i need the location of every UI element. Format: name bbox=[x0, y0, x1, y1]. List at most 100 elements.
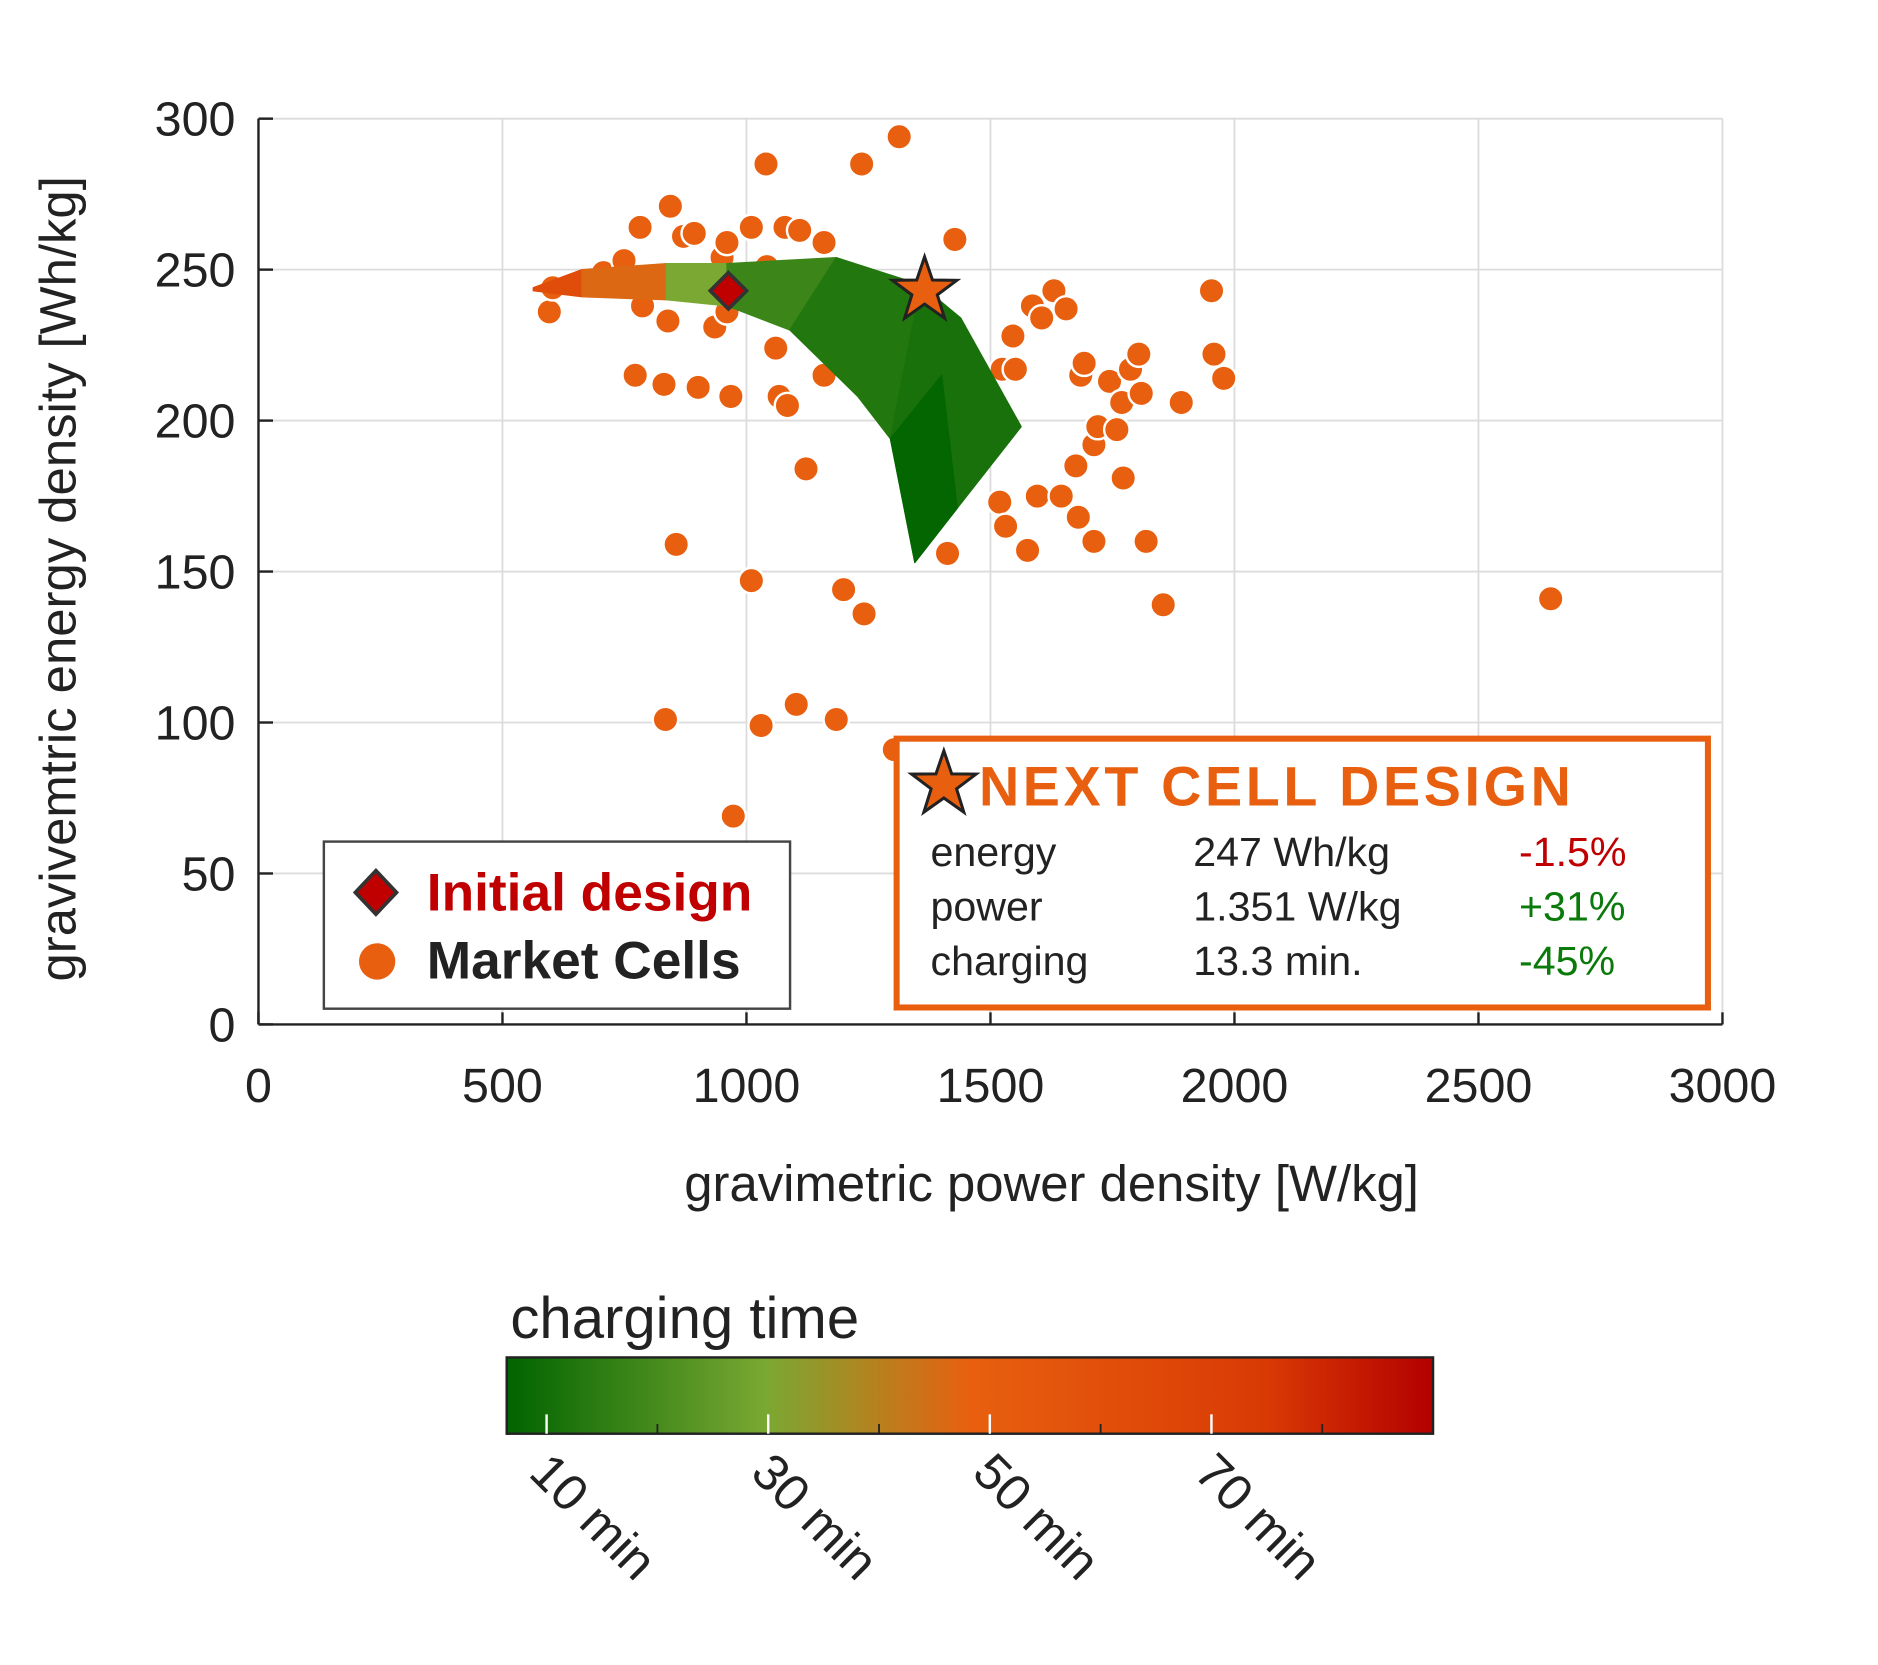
design-surface bbox=[532, 256, 1022, 564]
y-tick-label: 300 bbox=[155, 93, 236, 147]
y-tick-label: 50 bbox=[182, 847, 236, 901]
y-tick-labels: 0 50 100 150 200 250 300 bbox=[155, 93, 236, 1053]
market-cell-point bbox=[737, 213, 766, 242]
circle-icon bbox=[358, 943, 396, 980]
infobox-row-value: 13.3 min. bbox=[1193, 938, 1362, 984]
market-cell-point bbox=[653, 307, 682, 335]
market-cell-point bbox=[1167, 388, 1196, 417]
x-axis-label: gravimetric power density [W/kg] bbox=[684, 1155, 1419, 1212]
market-cell-point bbox=[719, 802, 748, 831]
market-cell-point bbox=[1109, 464, 1138, 492]
market-cell-point bbox=[850, 599, 878, 628]
market-cell-point bbox=[847, 150, 876, 178]
market-cell-point bbox=[621, 361, 650, 390]
market-cell-point bbox=[1047, 482, 1076, 510]
market-cell-point bbox=[1200, 340, 1228, 369]
x-tick-label: 1000 bbox=[693, 1059, 801, 1113]
market-cell-point bbox=[656, 192, 685, 221]
market-cell-point bbox=[1209, 364, 1238, 393]
y-tick-label: 200 bbox=[155, 395, 236, 449]
market-cell-point bbox=[933, 539, 962, 568]
legend-initial-design: Initial design bbox=[427, 864, 753, 923]
surface-facet bbox=[581, 262, 668, 301]
x-tick-label: 500 bbox=[462, 1059, 543, 1113]
infobox-row-label: charging bbox=[931, 938, 1089, 984]
y-tick-label: 150 bbox=[155, 546, 236, 600]
market-cell-point bbox=[761, 334, 790, 363]
market-cell-point bbox=[1132, 527, 1161, 556]
market-cell-point bbox=[1013, 536, 1042, 565]
market-cell-point bbox=[985, 488, 1014, 517]
market-cell-point bbox=[998, 322, 1027, 350]
market-cell-point bbox=[535, 297, 564, 326]
market-cell-point bbox=[1070, 349, 1099, 378]
market-cell-point bbox=[1149, 590, 1178, 619]
next-cell-design-box: NEXT CELL DESIGN energy 247 Wh/kg -1.5% pow… bbox=[893, 735, 1711, 1011]
market-cell-point bbox=[1001, 355, 1030, 384]
market-cell-point bbox=[773, 391, 802, 420]
market-cells-behind bbox=[535, 122, 1565, 831]
market-cell-point bbox=[716, 382, 745, 411]
market-cell-point bbox=[650, 370, 678, 399]
market-cell-point bbox=[713, 228, 741, 257]
star-icon bbox=[907, 746, 981, 816]
market-cell-point bbox=[792, 454, 820, 483]
market-cell-point bbox=[829, 575, 858, 604]
colorbar: charging time 10 min 30 min 50 min 70 min bbox=[505, 1286, 1435, 1591]
colorbar-title: charging time bbox=[510, 1286, 859, 1351]
market-cell-point bbox=[737, 566, 766, 595]
diamond-icon bbox=[352, 867, 400, 917]
y-tick-label: 100 bbox=[155, 696, 236, 750]
next-design-star-marker bbox=[887, 252, 962, 323]
surface-facet bbox=[889, 374, 958, 564]
market-cell-point bbox=[1027, 304, 1056, 332]
infobox-row-change: +31% bbox=[1519, 883, 1625, 929]
market-cell-point bbox=[752, 150, 780, 178]
infobox-row-label: energy bbox=[931, 829, 1057, 875]
market-cell-point bbox=[1197, 276, 1226, 305]
infobox-row-value: 1.351 W/kg bbox=[1193, 883, 1401, 929]
market-cell-point bbox=[1127, 379, 1156, 408]
market-cell-point bbox=[1061, 451, 1090, 480]
market-cell-point bbox=[1023, 482, 1052, 510]
market-cell-point bbox=[1536, 584, 1565, 613]
market-cell-point bbox=[785, 216, 814, 245]
x-tick-label: 1500 bbox=[937, 1059, 1045, 1113]
market-cell-point bbox=[662, 530, 691, 559]
market-cell-point bbox=[991, 512, 1020, 541]
infobox-row-value: 247 Wh/kg bbox=[1193, 829, 1390, 875]
market-cell-point bbox=[680, 219, 709, 248]
legend: Initial design Market Cells bbox=[322, 840, 792, 1010]
colorbar-tick-label: 30 min bbox=[741, 1442, 889, 1590]
x-tick-label: 3000 bbox=[1669, 1059, 1777, 1113]
x-tick-label: 2500 bbox=[1425, 1059, 1533, 1113]
colorbar-tick-label: 70 min bbox=[1184, 1442, 1332, 1590]
infobox-title: NEXT CELL DESIGN bbox=[979, 755, 1574, 817]
x-tick-labels: 0 500 1000 1500 2000 2500 3000 bbox=[245, 1059, 1776, 1113]
y-axis-label: gravivemtric energy density [Wh/kg] bbox=[30, 176, 87, 981]
market-cell-point bbox=[651, 705, 680, 734]
market-cell-point bbox=[782, 690, 811, 719]
market-cell-point bbox=[1102, 415, 1131, 444]
market-cell-point bbox=[940, 225, 969, 254]
market-cell-point bbox=[747, 711, 776, 740]
x-tick-label: 0 bbox=[245, 1059, 272, 1113]
market-cell-point bbox=[1052, 294, 1081, 323]
market-cell-point bbox=[1095, 367, 1124, 396]
market-cell-point bbox=[885, 122, 914, 151]
market-cell-point bbox=[1124, 340, 1153, 369]
market-cell-point bbox=[1064, 503, 1093, 532]
market-cell-point bbox=[626, 213, 655, 242]
infobox-row-label: power bbox=[931, 883, 1043, 929]
infobox-row-change: -45% bbox=[1519, 938, 1615, 984]
legend-market-cells: Market Cells bbox=[427, 931, 741, 990]
axes bbox=[257, 117, 1724, 1026]
market-cell-point bbox=[1079, 527, 1108, 556]
colorbar-tick-label: 50 min bbox=[963, 1442, 1111, 1590]
y-tick-label: 250 bbox=[155, 244, 236, 298]
market-cell-point bbox=[822, 705, 851, 734]
x-tick-label: 2000 bbox=[1181, 1059, 1289, 1113]
y-tick-label: 0 bbox=[209, 998, 236, 1052]
colorbar-tick-label: 10 min bbox=[519, 1442, 667, 1590]
